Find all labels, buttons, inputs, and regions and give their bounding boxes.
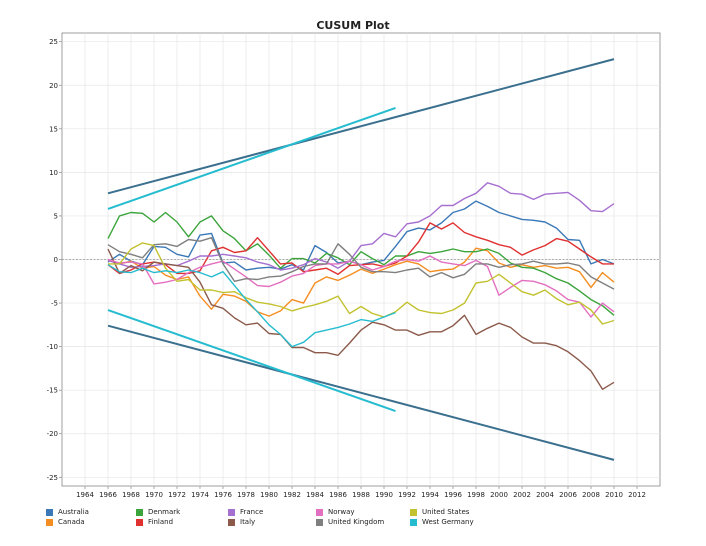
- y-tick-label: 5: [54, 212, 58, 220]
- legend-item: Canada: [46, 517, 85, 527]
- legend-swatch: [46, 508, 53, 516]
- chart-title: CUSUM Plot: [316, 19, 389, 32]
- series-line-united-states: [108, 242, 615, 325]
- x-tick-label: 1968: [122, 491, 140, 499]
- x-tick-label: 1966: [99, 491, 117, 499]
- x-tick-label: 1986: [329, 491, 347, 499]
- x-tick-label: 1980: [260, 491, 278, 499]
- legend-item: United Kingdom: [316, 517, 384, 527]
- legend-item: West Germany: [410, 517, 474, 527]
- legend-swatch: [410, 508, 417, 516]
- y-axis: -25 -20 -15 -10 -5 0 5 10 15 20 25: [47, 38, 62, 482]
- legend-label: United States: [422, 508, 470, 516]
- x-tick-label: 2004: [536, 491, 554, 499]
- gridlines: [62, 33, 660, 486]
- x-tick-label: 2000: [490, 491, 508, 499]
- legend-label: Australia: [58, 508, 89, 516]
- y-tick-label: -5: [51, 300, 58, 308]
- y-tick-label: -10: [47, 343, 58, 351]
- x-tick-label: 1988: [352, 491, 370, 499]
- legend-item: Italy: [228, 517, 255, 527]
- legend-label: Canada: [58, 518, 85, 526]
- series-lines: [107, 182, 615, 390]
- legend-item: Australia: [46, 507, 89, 517]
- legend-swatch: [46, 518, 53, 526]
- legend-label: France: [240, 508, 264, 516]
- x-tick-label: 1964: [76, 491, 94, 499]
- legend-swatch: [228, 508, 235, 516]
- x-axis: 1964 1966 1968 1970 1972 1974 1976 1978 1980 1982…: [76, 486, 646, 499]
- legend-swatch: [316, 508, 323, 516]
- legend-swatch: [228, 518, 235, 526]
- x-tick-label: 1978: [237, 491, 255, 499]
- y-tick-label: 15: [49, 125, 58, 133]
- legend-swatch: [136, 518, 143, 526]
- x-tick-label: 1982: [283, 491, 301, 499]
- series-line-france: [107, 182, 615, 271]
- y-tick-label: -15: [47, 387, 58, 395]
- series-line-italy: [107, 248, 615, 390]
- series-line-west-germany: [107, 264, 396, 348]
- y-tick-label: 25: [49, 38, 58, 46]
- control-limit-line: [107, 324, 615, 461]
- control-limit-line: [107, 106, 396, 210]
- y-tick-label: 10: [49, 169, 58, 177]
- x-tick-label: 1976: [214, 491, 232, 499]
- control-limit-line: [107, 309, 396, 413]
- x-tick-label: 2002: [513, 491, 531, 499]
- legend-label: Norway: [328, 508, 355, 516]
- legend-swatch: [136, 508, 143, 516]
- y-tick-label: -20: [47, 430, 58, 438]
- legend-label: West Germany: [422, 518, 474, 526]
- x-tick-label: 1984: [306, 491, 324, 499]
- x-tick-label: 1992: [398, 491, 416, 499]
- x-tick-label: 2008: [582, 491, 600, 499]
- legend-item: United States: [410, 507, 469, 517]
- y-tick-label: 20: [49, 82, 58, 90]
- legend-swatch: [410, 518, 417, 526]
- control-limits: [107, 58, 615, 461]
- legend-item: Finland: [136, 517, 173, 527]
- x-tick-label: 1998: [467, 491, 485, 499]
- series-line-denmark: [107, 211, 615, 316]
- x-tick-label: 1990: [375, 491, 393, 499]
- legend-item: Denmark: [136, 507, 180, 517]
- x-tick-label: 2006: [559, 491, 577, 499]
- y-tick-label: 0: [54, 256, 58, 264]
- legend-label: Italy: [240, 518, 256, 526]
- x-tick-label: 1970: [145, 491, 163, 499]
- x-tick-label: 1972: [168, 491, 186, 499]
- x-tick-label: 1994: [421, 491, 439, 499]
- legend-item: Norway: [316, 507, 355, 517]
- legend-label: United Kingdom: [328, 518, 385, 526]
- legend-swatch: [316, 518, 323, 526]
- x-tick-label: 2012: [628, 491, 646, 499]
- control-limit-line: [107, 58, 615, 195]
- y-tick-label: -25: [47, 474, 58, 482]
- legend-label: Finland: [148, 518, 174, 526]
- x-tick-label: 1974: [191, 491, 209, 499]
- x-tick-label: 1996: [444, 491, 462, 499]
- legend-label: Denmark: [148, 508, 181, 516]
- legend-item: France: [228, 507, 263, 517]
- series-line-united-kingdom: [107, 236, 615, 290]
- x-tick-label: 2010: [605, 491, 623, 499]
